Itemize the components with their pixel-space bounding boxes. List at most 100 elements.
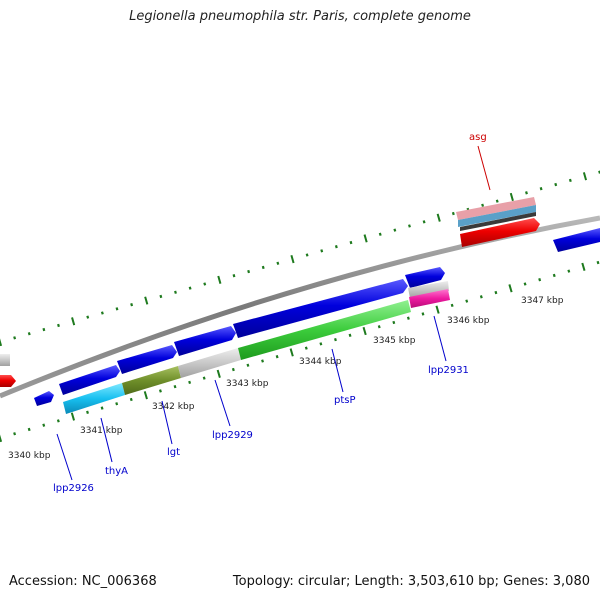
gene-label-lgt[interactable]: lgt xyxy=(167,447,180,458)
minor-tick xyxy=(523,282,527,286)
minor-tick xyxy=(406,316,410,320)
minor-tick xyxy=(451,211,455,216)
minor-tick xyxy=(159,294,163,299)
kbp-label: 3342 kbp xyxy=(152,402,195,412)
minor-tick xyxy=(202,376,206,380)
kbp-label: 3340 kbp xyxy=(8,451,51,461)
kbp-label: 3345 kbp xyxy=(373,336,416,346)
kbp-label: 3344 kbp xyxy=(299,357,342,367)
minor-tick xyxy=(13,432,17,436)
major-tick xyxy=(70,412,76,421)
minor-tick xyxy=(481,203,485,207)
gene-feature[interactable] xyxy=(0,354,10,366)
outer-tick-ring xyxy=(0,170,600,347)
gene-feature[interactable] xyxy=(59,365,120,395)
gene-label-leader xyxy=(100,417,113,463)
minor-tick xyxy=(465,299,469,303)
minor-tick xyxy=(42,327,46,332)
gene-label-lpp2931[interactable]: lpp2931 xyxy=(428,365,469,376)
minor-tick xyxy=(334,337,337,342)
kbp-label: 3341 kbp xyxy=(80,426,123,436)
minor-tick xyxy=(231,367,235,372)
minor-tick xyxy=(247,269,251,274)
gene-label-lpp2929[interactable]: lpp2929 xyxy=(212,430,253,441)
gene-label-lpp2926[interactable]: lpp2926 xyxy=(53,483,94,494)
major-tick xyxy=(435,305,440,314)
gene-feature[interactable] xyxy=(34,391,54,406)
minor-tick xyxy=(57,323,60,328)
kbp-label: 3343 kbp xyxy=(226,379,269,389)
gene-feature[interactable] xyxy=(456,197,536,220)
minor-tick xyxy=(174,290,177,294)
minor-tick xyxy=(86,410,89,414)
major-tick xyxy=(71,317,76,326)
minor-tick xyxy=(203,282,207,286)
minor-tick xyxy=(320,249,324,253)
gene-feature[interactable] xyxy=(122,366,181,395)
major-tick xyxy=(290,255,295,264)
gene-feature[interactable] xyxy=(408,281,449,298)
minor-tick xyxy=(377,325,381,329)
gene-feature[interactable] xyxy=(238,300,411,360)
gene-label-ptsp[interactable]: ptsP xyxy=(334,395,356,406)
major-tick xyxy=(436,213,441,222)
gene-feature[interactable] xyxy=(460,212,536,231)
kbp-label: 3347 kbp xyxy=(521,296,564,306)
minor-tick xyxy=(100,406,104,410)
major-tick xyxy=(362,326,367,336)
gene-feature[interactable] xyxy=(178,348,241,378)
major-tick xyxy=(216,369,221,378)
gene-feature[interactable] xyxy=(0,375,16,387)
minor-tick xyxy=(349,240,353,245)
accession-label: Accession: NC_006368 xyxy=(9,574,157,589)
minor-tick xyxy=(334,245,338,249)
minor-tick xyxy=(188,286,192,290)
minor-tick xyxy=(539,187,543,191)
gene-feature[interactable] xyxy=(458,205,536,227)
major-tick xyxy=(143,391,148,400)
major-tick xyxy=(509,192,514,202)
gene-feature[interactable] xyxy=(233,279,408,338)
gene-feature[interactable] xyxy=(117,345,177,374)
minor-tick xyxy=(13,336,17,340)
gene-label-leader xyxy=(477,145,491,191)
minor-tick xyxy=(552,273,556,278)
minor-tick xyxy=(495,199,499,203)
minor-tick xyxy=(304,346,308,350)
minor-tick xyxy=(568,178,572,183)
minor-tick xyxy=(261,359,264,363)
minor-tick xyxy=(479,295,483,299)
major-tick xyxy=(0,434,3,443)
minor-tick xyxy=(129,397,133,402)
gene-label-leader xyxy=(161,400,173,445)
minor-tick xyxy=(261,265,265,270)
minor-tick xyxy=(158,389,162,393)
major-tick xyxy=(508,284,513,293)
gene-feature[interactable] xyxy=(63,383,125,414)
gene-feature[interactable] xyxy=(405,267,445,288)
minor-tick xyxy=(450,303,454,308)
minor-tick xyxy=(408,224,411,228)
major-tick xyxy=(582,172,588,181)
minor-tick xyxy=(525,191,528,195)
gene-feature[interactable] xyxy=(460,218,540,247)
minor-tick xyxy=(567,269,571,273)
gene-feature[interactable] xyxy=(174,326,236,356)
minor-tick xyxy=(305,253,309,257)
minor-tick xyxy=(115,307,119,311)
minor-tick xyxy=(115,402,119,406)
minor-tick xyxy=(232,274,236,278)
gene-feature[interactable] xyxy=(409,289,450,308)
minor-tick xyxy=(27,427,31,432)
map-title: Legionella pneumophila str. Paris, compl… xyxy=(129,9,471,24)
gene-label-thya[interactable]: thyA xyxy=(105,466,128,477)
minor-tick xyxy=(188,380,192,385)
gene-feature[interactable] xyxy=(553,228,600,252)
inner-tick-ring xyxy=(0,260,600,443)
minor-tick xyxy=(348,333,352,337)
minor-tick xyxy=(319,342,323,346)
minor-tick xyxy=(27,332,31,336)
major-tick xyxy=(363,234,368,243)
gene-label-asg[interactable]: asg xyxy=(469,132,487,143)
